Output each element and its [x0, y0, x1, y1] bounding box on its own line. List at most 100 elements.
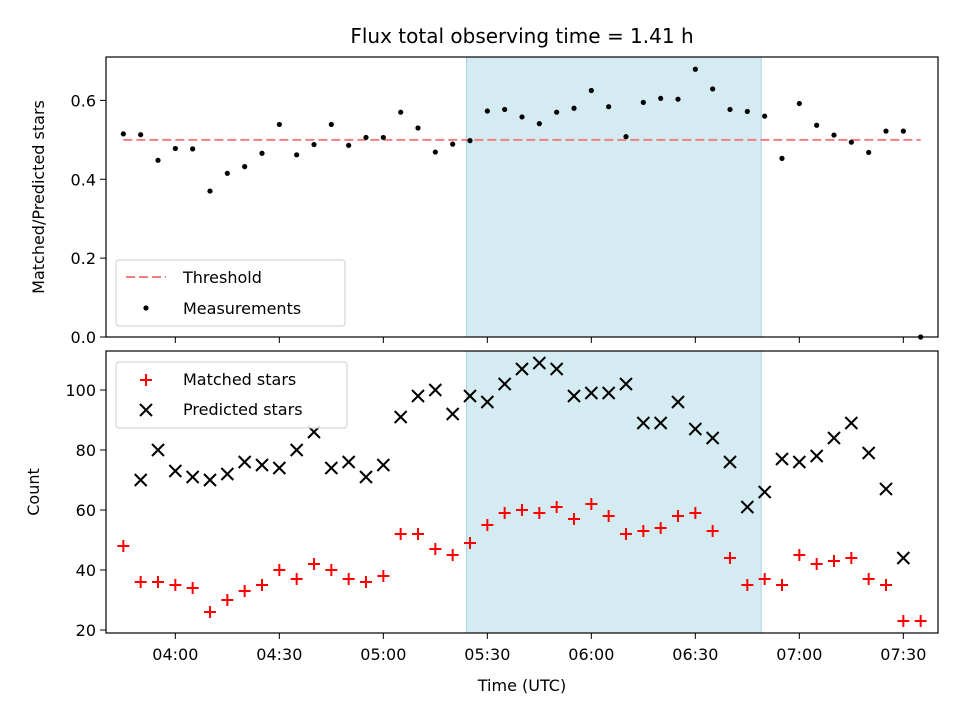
matched-star-point	[741, 579, 754, 591]
x-axis-label: Time (UTC)	[477, 676, 566, 695]
matched-star-point	[637, 525, 650, 537]
predicted-star-point	[255, 458, 269, 472]
matched-star-point	[134, 576, 147, 588]
measurement-point	[415, 125, 421, 131]
matched-star-point	[429, 543, 442, 555]
measurement-point	[883, 128, 889, 134]
top-legend: Threshold Measurements	[115, 259, 346, 327]
bottom-legend-box	[115, 361, 348, 429]
predicted-star-point	[324, 461, 339, 475]
predicted-star-point	[289, 443, 304, 457]
predicted-star-point	[203, 473, 217, 487]
bottom-ytick-label: 60	[76, 501, 96, 520]
measurement-point	[640, 99, 646, 105]
measurement-point	[242, 164, 248, 170]
measurement-point	[138, 132, 144, 138]
xtick-label: 04:00	[152, 645, 198, 664]
matched-star-point	[290, 573, 303, 585]
matched-star-point	[394, 528, 407, 540]
predicted-star-point	[237, 455, 252, 469]
measurement-point	[779, 155, 785, 161]
top-x-ticks	[174, 337, 904, 343]
predicted-star-point	[792, 455, 807, 469]
predicted-star-point	[168, 464, 183, 478]
matched-star-point	[256, 579, 268, 591]
matched-star-point	[585, 498, 598, 510]
predicted-star-point	[896, 551, 911, 565]
matched-star-point	[776, 579, 788, 591]
measurement-point	[380, 134, 386, 141]
matched-star-point	[620, 528, 632, 540]
measurement-point	[224, 170, 230, 176]
measurement-point	[346, 142, 352, 148]
predicted-star-point	[861, 446, 876, 460]
matched-star-point	[238, 585, 251, 597]
predicted-star-point	[757, 485, 772, 499]
predicted-star-point	[185, 470, 200, 484]
predicted-star-point	[584, 386, 599, 400]
predicted-star-point	[705, 431, 720, 445]
matched-star-point	[862, 573, 875, 585]
matched-star-point	[533, 507, 546, 519]
measurement-point	[536, 121, 542, 127]
matched-star-point	[724, 552, 736, 564]
legend-measurements-label: Measurements	[183, 299, 301, 318]
measurement-point	[554, 109, 560, 115]
bottom-ytick-label: 80	[76, 441, 96, 460]
predicted-star-point	[376, 458, 391, 472]
predicted-star-point	[445, 407, 460, 421]
legend-threshold-label: Threshold	[182, 268, 262, 287]
matched-star-point	[654, 522, 667, 534]
xtick-label: 06:30	[672, 645, 718, 664]
matched-star-point	[845, 552, 858, 564]
measurement-point	[814, 122, 820, 128]
matched-star-point	[446, 549, 459, 561]
matched-star-point	[273, 564, 286, 576]
matched-star-point	[377, 570, 390, 582]
measurement-point	[571, 105, 577, 111]
matched-star-point	[689, 507, 702, 519]
top-plot-frame	[105, 56, 939, 338]
matched-star-point	[204, 606, 216, 618]
matched-star-point	[360, 576, 372, 588]
top-panel: 0.0 0.2 0.4 0.6 Matched/Predicted stars Thr…	[29, 56, 939, 347]
measurement-point	[762, 113, 768, 119]
matched-stars-points	[117, 498, 927, 627]
predicted-star-point	[272, 461, 287, 475]
measurement-point	[328, 121, 334, 128]
predicted-star-point	[775, 452, 789, 466]
measurement-point	[398, 109, 404, 115]
bottom-y-ticks: 20 40 60 80 100	[65, 381, 106, 640]
measurement-point	[450, 141, 456, 147]
measurement-point	[796, 100, 802, 107]
matched-star-point	[568, 513, 580, 525]
bottom-ytick-label: 40	[76, 561, 96, 580]
legend-matched-label: Matched stars	[183, 370, 296, 389]
matched-star-point	[793, 549, 806, 561]
matched-star-point	[498, 507, 511, 519]
measurement-point	[519, 114, 525, 120]
matched-star-point	[308, 558, 320, 570]
predicted-star-point	[133, 473, 148, 487]
matched-star-point	[342, 573, 355, 585]
top-y-axis-label: Matched/Predicted stars	[29, 100, 48, 294]
top-y-ticks: 0.0 0.2 0.4 0.6	[71, 91, 106, 347]
matched-star-point	[602, 510, 615, 522]
predicted-star-point	[844, 416, 859, 430]
measurement-point	[484, 108, 490, 114]
predicted-star-point	[827, 431, 841, 445]
measurement-point	[658, 95, 664, 102]
top-ytick-label: 0.4	[71, 170, 96, 189]
measurement-point	[120, 131, 126, 137]
bottom-highlight-span	[466, 350, 762, 634]
xtick-label: 05:30	[464, 645, 510, 664]
chart-title: Flux total observing time = 1.41 h	[350, 24, 693, 48]
matched-star-point	[221, 594, 234, 606]
legend-predicted-label: Predicted stars	[183, 400, 303, 419]
matched-star-point	[152, 576, 164, 588]
matched-star-point	[828, 555, 840, 567]
top-ytick-label: 0.0	[71, 328, 96, 347]
measurement-point	[190, 146, 196, 152]
measurement-point	[675, 96, 681, 102]
bottom-legend: Matched stars Predicted stars	[115, 361, 348, 429]
